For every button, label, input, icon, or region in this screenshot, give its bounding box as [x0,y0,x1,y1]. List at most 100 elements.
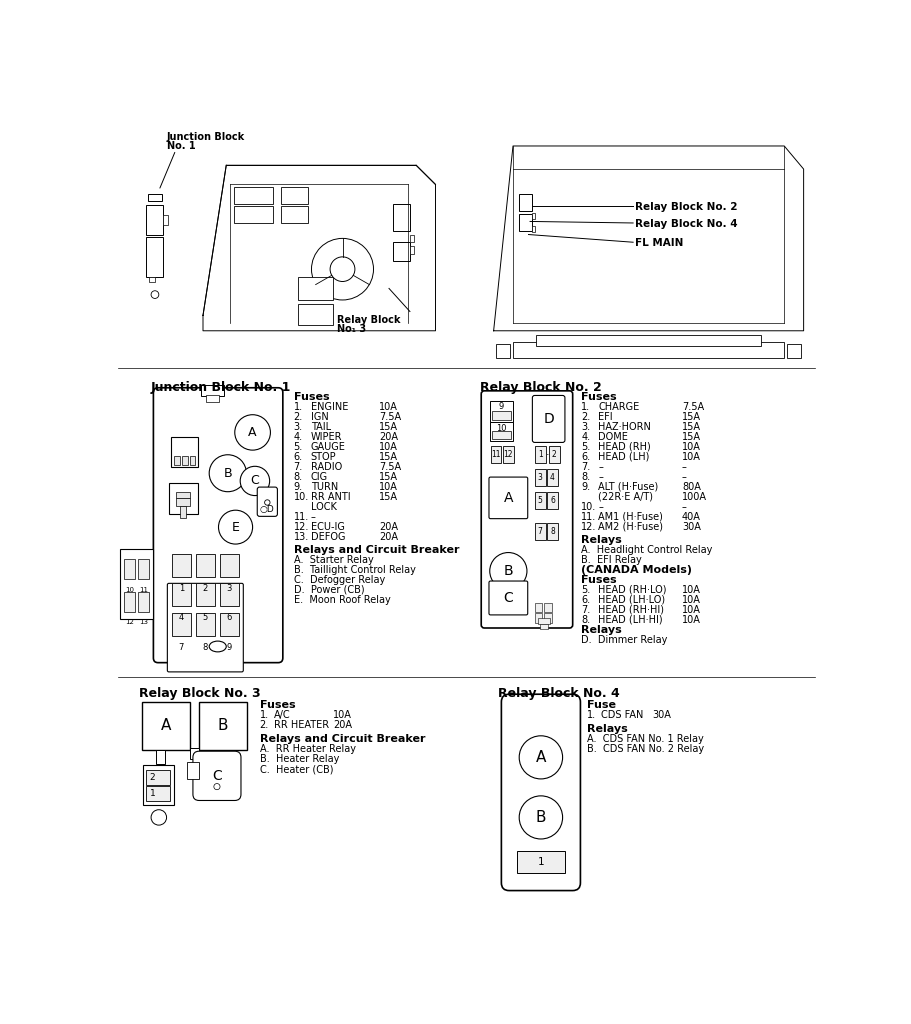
Circle shape [241,466,270,496]
FancyBboxPatch shape [168,584,243,672]
FancyBboxPatch shape [535,493,546,509]
FancyBboxPatch shape [196,612,215,636]
Text: 1: 1 [149,790,155,798]
FancyBboxPatch shape [171,437,198,467]
Text: 4.: 4. [293,432,302,441]
Text: 11: 11 [138,587,148,593]
Text: 12: 12 [125,618,134,625]
Circle shape [235,415,271,451]
Text: –: – [682,502,687,512]
Text: E.  Moon Roof Relay: E. Moon Roof Relay [293,595,391,605]
Text: Relays and Circuit Breaker: Relays and Circuit Breaker [293,545,459,555]
FancyBboxPatch shape [142,701,189,750]
FancyBboxPatch shape [124,559,135,580]
Text: 10: 10 [125,587,134,593]
FancyBboxPatch shape [147,237,163,276]
Text: 8.: 8. [581,472,590,481]
Circle shape [490,553,527,590]
Text: 4: 4 [550,473,555,482]
Text: Fuses: Fuses [260,700,295,711]
Text: 7.: 7. [581,605,590,614]
Text: No. 1: No. 1 [167,140,195,151]
FancyBboxPatch shape [147,205,163,234]
Circle shape [219,510,252,544]
FancyBboxPatch shape [532,395,565,442]
Text: ALT (H·Fuse): ALT (H·Fuse) [599,481,659,492]
Text: Relays: Relays [581,535,622,545]
Text: STOP: STOP [311,452,336,462]
Text: Fuses: Fuses [293,392,329,402]
Text: No₁ 3: No₁ 3 [337,324,366,334]
FancyBboxPatch shape [548,523,558,541]
FancyBboxPatch shape [169,483,198,514]
Text: 10A: 10A [682,614,701,625]
Text: 10A: 10A [682,585,701,595]
Text: 80A: 80A [682,481,701,492]
FancyBboxPatch shape [172,612,190,636]
FancyBboxPatch shape [548,493,558,509]
Text: 6.: 6. [293,452,302,462]
FancyBboxPatch shape [517,851,565,872]
Text: TURN: TURN [311,481,338,492]
Text: HEAD (LH·LO): HEAD (LH·LO) [599,595,665,605]
Text: A: A [249,426,257,439]
FancyBboxPatch shape [519,214,532,230]
Text: WIPER: WIPER [311,432,343,441]
Text: 2.: 2. [260,721,269,730]
Text: 6.: 6. [581,452,590,462]
Text: 1.: 1. [581,401,590,412]
Text: 15A: 15A [379,492,398,502]
Text: C: C [504,591,513,605]
Text: 3.: 3. [293,422,302,432]
Text: 15A: 15A [682,422,701,432]
Text: 6.: 6. [581,595,590,605]
Text: 8: 8 [202,643,208,651]
Text: 7.: 7. [581,462,590,472]
Text: 1: 1 [537,857,544,867]
Text: 2: 2 [203,585,208,593]
FancyBboxPatch shape [189,749,200,759]
Text: 1.: 1. [260,711,269,721]
Text: –: – [599,502,603,512]
Text: HEAD (LH): HEAD (LH) [599,452,650,462]
FancyBboxPatch shape [537,335,761,346]
Text: ENGINE: ENGINE [311,401,348,412]
Text: Relay Block: Relay Block [337,315,401,326]
FancyBboxPatch shape [257,487,278,516]
Circle shape [330,257,355,282]
FancyBboxPatch shape [281,206,308,223]
Text: E: E [231,520,240,534]
FancyBboxPatch shape [548,446,559,463]
Text: 10A: 10A [379,481,398,492]
FancyBboxPatch shape [146,785,170,801]
Text: 15A: 15A [379,452,398,462]
FancyBboxPatch shape [138,559,148,580]
Text: ECU-IG: ECU-IG [311,522,344,531]
Text: Fuses: Fuses [581,392,617,402]
Text: ·: · [546,450,549,460]
Text: 10A: 10A [682,441,701,452]
FancyBboxPatch shape [196,554,215,578]
Text: RR HEATER: RR HEATER [273,721,329,730]
Circle shape [519,796,563,839]
FancyBboxPatch shape [281,186,308,204]
Text: HEAD (RH·LO): HEAD (RH·LO) [599,585,667,595]
FancyBboxPatch shape [532,226,536,232]
Text: 12.: 12. [581,522,597,531]
FancyBboxPatch shape [234,206,272,223]
Text: 7.5A: 7.5A [682,401,704,412]
Text: 10A: 10A [379,441,398,452]
Text: 2: 2 [552,451,557,459]
Text: 9: 9 [227,643,232,651]
Text: 10A: 10A [333,711,352,721]
Text: Relay Block No. 3: Relay Block No. 3 [139,687,261,700]
Text: B.  CDS FAN No. 2 Relay: B. CDS FAN No. 2 Relay [587,744,704,755]
Text: 11.: 11. [293,512,309,522]
FancyBboxPatch shape [182,456,188,465]
FancyBboxPatch shape [163,215,169,224]
Text: (CANADA Models): (CANADA Models) [581,565,692,574]
Circle shape [214,783,220,790]
Text: 9.: 9. [581,481,590,492]
FancyBboxPatch shape [410,246,414,254]
Text: 10A: 10A [379,401,398,412]
